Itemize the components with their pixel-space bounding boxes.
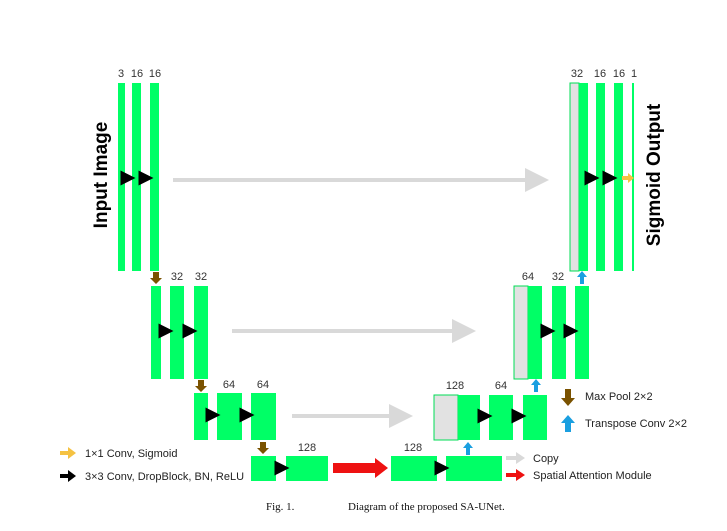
l1-enc-channel-3: 16 <box>149 68 161 80</box>
l3-enc-channel-1: 64 <box>223 379 235 391</box>
up-arrow <box>463 442 473 455</box>
input-image-label: Input Image <box>91 122 112 229</box>
pool-arrow <box>257 442 269 454</box>
l1-enc-block-1 <box>118 83 125 271</box>
l3-dec-block-3 <box>523 395 547 440</box>
bottleneck-channel-1: 128 <box>298 442 316 454</box>
copy-legend-icon <box>506 452 525 464</box>
legend-sam: Spatial Attention Module <box>533 470 652 482</box>
l1-dec-block-2 <box>596 83 605 271</box>
l2-dec-channel-2: 32 <box>552 271 564 283</box>
l1-dec-channel-1: 32 <box>571 68 583 80</box>
legend-conv1x1: 1×1 Conv, Sigmoid <box>85 448 177 460</box>
bottleneck-block-2 <box>286 456 328 481</box>
l2-dec-block-3 <box>575 286 589 379</box>
up-arrow <box>531 379 541 392</box>
l2-enc-block-1 <box>151 286 161 379</box>
l3-enc-block-3 <box>251 393 276 440</box>
sigmoid-arrow <box>622 173 634 183</box>
pool-arrow <box>150 272 162 284</box>
sam-legend-icon <box>506 469 525 481</box>
figure-number: Fig. 1. <box>266 501 295 513</box>
up-arrow <box>577 271 587 284</box>
l1-dec-copy-block <box>569 82 580 272</box>
l2-enc-channel-1: 32 <box>171 271 183 283</box>
bottleneck-block-1 <box>251 456 276 481</box>
conv-legend-icon <box>60 470 76 482</box>
figure-caption: Diagram of the proposed SA-UNet. <box>348 501 505 513</box>
l3-enc-block-2 <box>217 393 242 440</box>
bottleneck-block-3 <box>391 456 437 481</box>
l2-dec-block-1 <box>528 286 542 379</box>
l1-dec-block-1 <box>579 83 588 271</box>
l3-enc-channel-2: 64 <box>257 379 269 391</box>
spatial-attention-arrow <box>333 458 388 478</box>
l1-enc-block-3 <box>150 83 159 271</box>
legend-maxpool: Max Pool 2×2 <box>585 391 653 403</box>
l3-dec-block-2 <box>489 395 513 440</box>
l1-dec-output-block <box>632 83 634 271</box>
l3-enc-block-1 <box>194 393 208 440</box>
l3-dec-copy-block <box>433 394 459 441</box>
l1-enc-channel-1: 3 <box>118 68 124 80</box>
l2-enc-block-2 <box>170 286 184 379</box>
pool-arrow <box>195 380 207 392</box>
maxpool-legend-icon <box>561 389 575 406</box>
l2-dec-channel-1: 64 <box>522 271 534 283</box>
bottleneck-channel-2: 128 <box>404 442 422 454</box>
sigmoid-output-label: Sigmoid Output <box>644 103 665 246</box>
l1-dec-channel-2: 16 <box>594 68 606 80</box>
l3-dec-channel-2: 64 <box>495 380 507 392</box>
l2-dec-copy-block <box>513 285 529 380</box>
l3-dec-channel-1: 128 <box>446 380 464 392</box>
l2-enc-channel-2: 32 <box>195 271 207 283</box>
l1-dec-channel-4: 1 <box>631 68 637 80</box>
l1-enc-channel-2: 16 <box>131 68 143 80</box>
transpose-legend-icon <box>561 415 575 432</box>
l1-enc-block-2 <box>132 83 141 271</box>
l3-dec-block-1 <box>458 395 480 440</box>
l2-dec-block-2 <box>552 286 566 379</box>
l1-dec-channel-3: 16 <box>613 68 625 80</box>
l1-dec-block-3 <box>614 83 623 271</box>
legend-copy: Copy <box>533 453 559 465</box>
sigmoid-legend-icon <box>60 447 76 459</box>
bottleneck-block-4 <box>446 456 502 481</box>
l2-enc-block-3 <box>194 286 208 379</box>
legend-conv3x3: 3×3 Conv, DropBlock, BN, ReLU <box>85 471 244 483</box>
legend-transpose: Transpose Conv 2×2 <box>585 418 687 430</box>
